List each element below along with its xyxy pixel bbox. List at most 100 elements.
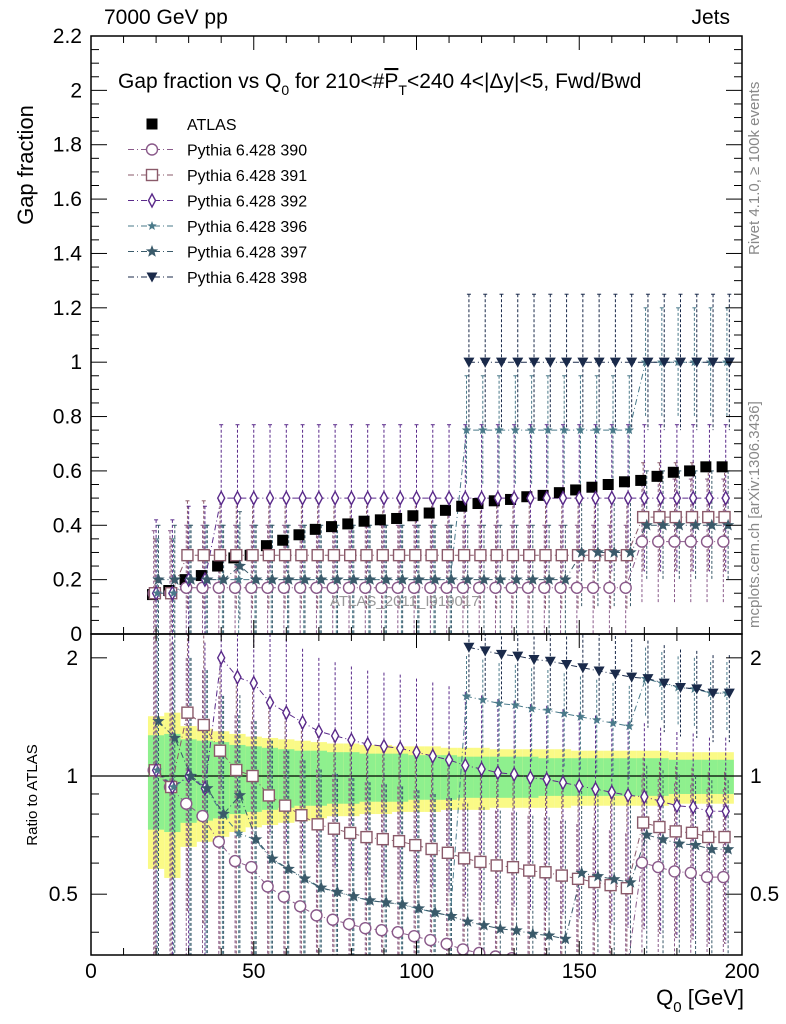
marker-pythia-6-428-396 <box>526 425 537 435</box>
ratio-marker-pythia-6-428-391 <box>441 846 455 860</box>
marker-pythia-6-428-390 <box>489 581 502 594</box>
marker-pythia-6-428-392 <box>688 490 698 507</box>
marker-pythia-6-428-390 <box>570 581 584 594</box>
ratio-marker-pythia-6-428-392 <box>526 769 535 786</box>
ratio-marker-pythia-6-428-396 <box>608 718 618 728</box>
marker-atlas <box>391 512 403 524</box>
x-tick-label: 50 <box>242 960 265 983</box>
ratio-marker-pythia-6-428-391 <box>457 852 471 865</box>
marker-pythia-6-428-390 <box>245 581 258 594</box>
ratio-marker-pythia-6-428-390 <box>635 856 649 869</box>
marker-pythia-6-428-390 <box>635 535 649 548</box>
marker-atlas <box>358 515 370 527</box>
ratio-markers-pythia-6-428-390 <box>147 764 730 982</box>
marker-pythia-6-428-392 <box>623 490 633 507</box>
ratio-marker-pythia-6-428-390 <box>604 971 615 982</box>
marker-pythia-6-428-397 <box>298 573 312 585</box>
ratio-marker-pythia-6-428-390 <box>407 929 421 943</box>
marker-pythia-6-428-397 <box>282 573 295 585</box>
ratio-marker-pythia-6-428-397 <box>429 905 442 918</box>
marker-pythia-6-428-392 <box>542 490 551 507</box>
ratio-marker-pythia-6-428-397 <box>363 894 377 906</box>
ratio-marker-pythia-6-428-397 <box>168 731 181 744</box>
marker-pythia-6-428-392 <box>509 490 519 507</box>
marker-pythia-6-428-392 <box>493 490 503 507</box>
ratio-marker-pythia-6-428-397 <box>477 918 491 931</box>
marker-pythia-6-428-396 <box>510 425 521 435</box>
y-tick-label: 0.6 <box>53 460 82 483</box>
ratio-marker-pythia-6-428-392 <box>623 787 633 804</box>
ratio-marker-pythia-6-428-397 <box>217 807 230 820</box>
marker-pythia-6-428-398 <box>479 357 491 368</box>
ratio-marker-pythia-6-428-396 <box>624 721 634 731</box>
ratio-band-inner <box>636 758 653 796</box>
ratio-marker-pythia-6-428-398 <box>544 656 556 667</box>
marker-atlas <box>570 484 582 496</box>
ratio-marker-pythia-6-428-390 <box>539 958 550 969</box>
ratio-marker-pythia-6-428-391 <box>620 882 634 895</box>
marker-pythia-6-428-392 <box>477 490 486 507</box>
ratio-marker-pythia-6-428-390 <box>424 933 437 947</box>
ratio-marker-pythia-6-428-391 <box>262 789 276 802</box>
marker-pythia-6-428-398 <box>707 357 719 368</box>
ratio-marker-pythia-6-428-392 <box>265 694 275 711</box>
marker-pythia-6-428-390 <box>668 535 681 548</box>
ratio-marker-pythia-6-428-392 <box>656 793 665 810</box>
ratio-marker-pythia-6-428-391 <box>197 718 210 732</box>
ratio-marker-pythia-6-428-391 <box>555 869 568 882</box>
ratio-marker-pythia-6-428-397 <box>559 932 572 945</box>
series-markers-pythia-6-428-392 <box>151 490 731 602</box>
marker-pythia-6-428-390 <box>700 535 714 548</box>
ratio-marker-pythia-6-428-396 <box>559 708 569 718</box>
legend-label-pythia-6-428-392: Pythia 6.428 392 <box>187 194 307 211</box>
ratio-marker-pythia-6-428-397 <box>201 781 214 794</box>
marker-pythia-6-428-392 <box>461 490 470 507</box>
marker-pythia-6-428-390 <box>407 581 421 594</box>
marker-pythia-6-428-398 <box>512 357 524 368</box>
marker-pythia-6-428-390 <box>521 581 535 594</box>
ratio-marker-pythia-6-428-391 <box>344 826 357 840</box>
marker-pythia-6-428-391 <box>262 548 276 562</box>
marker-pythia-6-428-392 <box>721 490 731 507</box>
marker-atlas <box>716 461 728 473</box>
marker-atlas <box>635 474 647 486</box>
marker-pythia-6-428-390 <box>293 581 307 594</box>
marker-pythia-6-428-391 <box>327 548 341 562</box>
ratio-marker-pythia-6-428-392 <box>705 803 714 820</box>
marker-atlas <box>407 510 419 522</box>
ratio-marker-pythia-6-428-392 <box>363 736 372 753</box>
marker-pythia-6-428-398 <box>528 357 540 368</box>
ratio-marker-pythia-6-428-397 <box>298 872 312 884</box>
marker-pythia-6-428-397 <box>429 573 442 585</box>
series-markers-pythia-6-428-391 <box>148 510 731 600</box>
ratio-errors-pythia-6-428-391 <box>154 634 726 955</box>
marker-pythia-6-428-397 <box>673 518 686 531</box>
legend-marker-pythia-6-428-391 <box>145 168 159 182</box>
watermark: ATLAS_2011_I919017 <box>330 593 480 610</box>
ratio-marker-pythia-6-428-397 <box>380 896 393 908</box>
marker-pythia-6-428-390 <box>619 581 632 594</box>
ratio-marker-pythia-6-428-392 <box>298 714 307 731</box>
ratio-markers-pythia-6-428-398 <box>463 642 735 699</box>
marker-pythia-6-428-391 <box>425 548 438 562</box>
marker-pythia-6-428-396 <box>168 588 179 598</box>
ratio-marker-pythia-6-428-390 <box>456 943 470 955</box>
ratio-marker-pythia-6-428-392 <box>721 803 731 820</box>
marker-atlas <box>277 534 289 546</box>
marker-pythia-6-428-390 <box>440 581 453 594</box>
y-tick-label: 2.2 <box>53 25 82 48</box>
legend-marker-pythia-6-428-392 <box>147 192 157 209</box>
ratio-markers-pythia-6-428-392 <box>151 649 731 820</box>
ratio-marker-pythia-6-428-392 <box>688 799 698 816</box>
ratio-marker-pythia-6-428-391 <box>636 816 650 829</box>
ratio-marker-pythia-6-428-396 <box>592 715 602 724</box>
ratio-marker-pythia-6-428-397 <box>689 838 702 851</box>
ratio-marker-pythia-6-428-397 <box>591 869 605 882</box>
ratio-markers-pythia-6-428-397 <box>152 714 735 945</box>
ratio-marker-pythia-6-428-391 <box>360 830 373 844</box>
category-label: Jets <box>691 6 730 29</box>
marker-pythia-6-428-397 <box>380 573 393 585</box>
x-axis-label: Q0 [GeV] <box>656 985 744 1016</box>
marker-pythia-6-428-396 <box>575 425 586 435</box>
